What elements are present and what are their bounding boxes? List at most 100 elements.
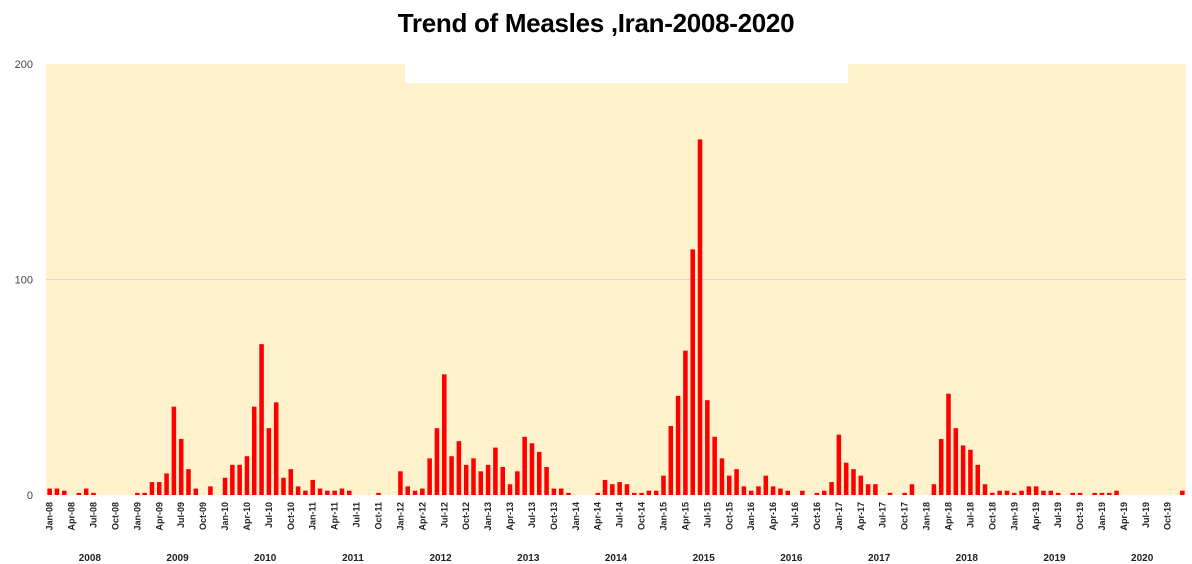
bar-Jul-08: [91, 492, 96, 495]
bar-Sep-14: [632, 492, 637, 495]
x-tick-label: Jan-19: [1097, 502, 1107, 531]
bar-Apr-19: [1033, 486, 1039, 495]
year-label: 2008: [79, 553, 102, 564]
x-tick-label: Jan-15: [659, 502, 669, 531]
x-tick-label: Jan-18: [922, 502, 932, 531]
bar-Dec-12: [478, 471, 484, 495]
year-label: 2012: [429, 553, 452, 564]
bar-May-17: [865, 484, 871, 495]
x-tick-label: Oct-11: [374, 502, 384, 530]
x-tick-label: Oct-19: [1075, 502, 1085, 530]
x-tick-label: Jan-10: [220, 502, 230, 531]
bar-Mar-18: [938, 438, 944, 495]
bar-Nov-13: [558, 488, 564, 495]
x-tick-label: Jul-19: [1141, 502, 1151, 528]
bar-Jul-12: [442, 374, 447, 495]
bar-Feb-15: [668, 426, 674, 495]
x-tick-label: Jul-09: [176, 502, 186, 528]
x-tick-label: Jul-16: [790, 502, 800, 528]
bar-Mar-19: [1026, 486, 1032, 495]
bar-Jul-13: [529, 443, 535, 495]
x-tick-label: Jul-11: [352, 502, 362, 528]
year-label: 2011: [342, 553, 364, 564]
bar-May-09: [164, 473, 169, 495]
x-tick-label: Jul-13: [527, 502, 537, 528]
year-label: 2015: [693, 553, 716, 564]
bar-Mar-15: [675, 395, 681, 495]
bar-Aug-09: [186, 469, 191, 495]
x-tick-label: Apr-19: [1119, 502, 1129, 531]
y-tick-label: 200: [15, 59, 33, 71]
bar-May-16: [778, 488, 783, 495]
bar-Feb-18: [931, 484, 937, 495]
bar-Nov-16: [822, 490, 827, 495]
x-tick-label: Jan-16: [746, 502, 756, 531]
year-label: 2010: [254, 553, 277, 564]
legend-gap: [405, 64, 848, 83]
bar-Dec-19: [1092, 492, 1097, 495]
bar-Aug-15: [712, 436, 717, 495]
bar-Mar-11: [325, 490, 330, 495]
bar-Aug-16: [800, 490, 805, 495]
year-label: 2014: [605, 553, 628, 564]
year-label: 2013: [517, 553, 540, 564]
year-label: 2018: [956, 553, 979, 564]
year-label: 2020: [1131, 553, 1154, 564]
year-label: 2009: [166, 553, 189, 564]
bar-Mar-12: [412, 490, 418, 495]
x-tick-label: Jul-17: [878, 502, 888, 528]
bar-Dec-16: [829, 482, 834, 495]
bar-Oct-17: [902, 492, 907, 495]
bar-Jun-08: [83, 488, 89, 495]
bar-Aug-12: [449, 456, 454, 495]
bar-Jan-09: [135, 492, 140, 495]
bar-Mar-17: [851, 469, 856, 495]
bar-Sep-13: [544, 466, 549, 495]
bar-Jan-08: [47, 488, 52, 495]
bar-Apr-18: [946, 393, 951, 495]
bar-Nov-10: [295, 486, 301, 495]
bar-Jan-20: [1099, 492, 1105, 495]
bar-Feb-19: [1019, 490, 1024, 495]
bar-Jun-11: [347, 490, 352, 495]
bar-May-13: [515, 471, 520, 495]
bar-Aug-17: [887, 492, 893, 495]
y-tick-label: 100: [15, 275, 33, 287]
bar-Jan-15: [661, 475, 666, 495]
bar-Mar-16: [763, 475, 769, 495]
year-label: 2016: [780, 553, 803, 564]
bar-Mar-20: [1114, 490, 1119, 495]
bar-Jan-16: [748, 490, 754, 495]
bar-Jun-15: [697, 139, 703, 495]
bar-Nov-09: [208, 486, 213, 495]
bar-Jun-14: [610, 484, 615, 495]
bar-Jun-10: [259, 344, 264, 495]
bar-Apr-17: [858, 475, 864, 495]
bar-Feb-17: [843, 462, 849, 495]
bar-Dec-14: [653, 490, 659, 495]
bar-Jul-15: [705, 400, 710, 495]
bar-Oct-18: [990, 492, 995, 495]
x-tick-label: Jan-14: [571, 502, 581, 531]
bar-Feb-10: [230, 464, 235, 495]
bar-May-19: [1041, 490, 1046, 495]
x-tick-label: Apr-10: [242, 502, 252, 531]
bar-May-10: [252, 406, 257, 495]
bar-Jan-11: [310, 479, 315, 495]
y-tick-label: 0: [27, 490, 33, 502]
bar-Oct-12: [463, 464, 469, 495]
year-label: 2019: [1043, 553, 1066, 564]
x-tick-label: Jul-19: [1053, 502, 1063, 528]
bar-Feb-16: [756, 486, 761, 495]
bar-Jun-18: [960, 445, 966, 495]
bar-Sep-09: [193, 488, 199, 495]
bar-Oct-10: [288, 469, 294, 495]
bar-Mar-08: [62, 490, 67, 495]
bar-Feb-09: [142, 492, 147, 495]
x-tick-label: Jan-08: [45, 502, 55, 531]
x-tick-label: Apr-14: [593, 502, 603, 531]
chart-title: Trend of Measles ,Iran-2008-2020: [397, 8, 795, 38]
x-tick-label: Apr-15: [680, 502, 690, 531]
bar-Feb-13: [493, 447, 498, 495]
